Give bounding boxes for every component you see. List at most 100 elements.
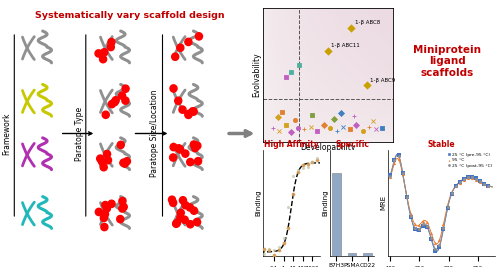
Point [472, 178, 480, 182]
Circle shape [96, 155, 104, 162]
Point [386, 174, 394, 178]
Point [350, 114, 358, 118]
Circle shape [170, 143, 177, 151]
Point [378, 126, 386, 130]
Circle shape [108, 43, 114, 51]
Point [332, 129, 340, 133]
Circle shape [102, 210, 108, 218]
Point [440, 226, 448, 230]
Text: Framework: Framework [2, 112, 11, 155]
Circle shape [192, 144, 198, 152]
Circle shape [177, 214, 184, 221]
Point [275, 245, 283, 249]
Point [280, 236, 287, 240]
Point [464, 175, 472, 179]
Circle shape [108, 100, 116, 108]
Y-axis label: Binding: Binding [322, 190, 328, 216]
Point [275, 248, 283, 252]
Point [427, 231, 435, 235]
Bar [332, 173, 340, 256]
Circle shape [176, 145, 182, 152]
Point [419, 223, 427, 228]
Circle shape [122, 97, 129, 104]
Point [464, 176, 472, 180]
Point [276, 129, 283, 133]
Point [423, 225, 431, 229]
Point [415, 223, 423, 227]
Circle shape [170, 85, 177, 92]
Title: High Affinity: High Affinity [264, 140, 318, 149]
Point [419, 219, 427, 223]
Point [419, 222, 427, 227]
Circle shape [168, 196, 175, 203]
Text: Miniprotein
ligand
scaffolds: Miniprotein ligand scaffolds [414, 45, 482, 78]
Point [472, 176, 480, 180]
Circle shape [190, 141, 198, 148]
Circle shape [108, 200, 115, 207]
Circle shape [185, 110, 192, 117]
Point [468, 175, 476, 179]
Point [369, 119, 377, 124]
Point [282, 123, 290, 128]
Point [295, 63, 303, 68]
Circle shape [186, 221, 194, 228]
Circle shape [190, 207, 198, 214]
X-axis label: Developability: Developability [300, 143, 355, 152]
Point [436, 238, 444, 242]
Point [444, 205, 452, 210]
Circle shape [101, 223, 108, 231]
Point [326, 126, 334, 130]
Point [398, 171, 406, 175]
Point [436, 245, 444, 249]
Point [339, 125, 347, 129]
Point [432, 241, 440, 245]
Point [468, 175, 476, 179]
Circle shape [119, 198, 126, 205]
Point [456, 180, 464, 184]
Point [444, 203, 452, 208]
Y-axis label: Binding: Binding [255, 190, 261, 216]
Circle shape [102, 111, 110, 118]
Point [432, 246, 440, 251]
Circle shape [120, 203, 128, 211]
Point [300, 127, 308, 132]
Point [394, 154, 402, 159]
Point [480, 182, 488, 186]
Point [464, 175, 472, 180]
Point [448, 191, 456, 195]
Point [308, 160, 316, 164]
Point [476, 179, 484, 183]
Point [484, 183, 492, 188]
Point [313, 158, 321, 162]
Point [411, 222, 419, 226]
Circle shape [95, 50, 102, 57]
Point [394, 157, 402, 162]
Point [423, 224, 431, 228]
Circle shape [182, 202, 189, 209]
Point [362, 83, 370, 88]
Text: Systematically vary scaffold design: Systematically vary scaffold design [35, 11, 225, 20]
Point [308, 160, 316, 164]
Circle shape [100, 164, 108, 171]
Y-axis label: Evolvability: Evolvability [252, 52, 261, 97]
Point [299, 166, 307, 170]
Text: Paratope Size/Location: Paratope Size/Location [150, 90, 159, 177]
Point [468, 176, 476, 180]
Circle shape [100, 214, 107, 222]
Point [407, 214, 415, 218]
Circle shape [190, 108, 197, 115]
Circle shape [122, 160, 128, 167]
Point [480, 181, 488, 186]
Point [436, 243, 444, 248]
Point [394, 153, 402, 158]
Circle shape [179, 106, 186, 113]
Point [423, 220, 431, 225]
Point [390, 161, 398, 165]
Point [407, 215, 415, 219]
Circle shape [100, 56, 106, 63]
Point [386, 175, 394, 179]
Point [411, 227, 419, 231]
Text: Paratope Type: Paratope Type [75, 107, 84, 160]
Legend: 25 °C (pre-95 °C), 95 °C, 25 °C (post-95 °C): 25 °C (pre-95 °C), 95 °C, 25 °C (post-95… [446, 152, 493, 168]
Circle shape [177, 209, 184, 217]
